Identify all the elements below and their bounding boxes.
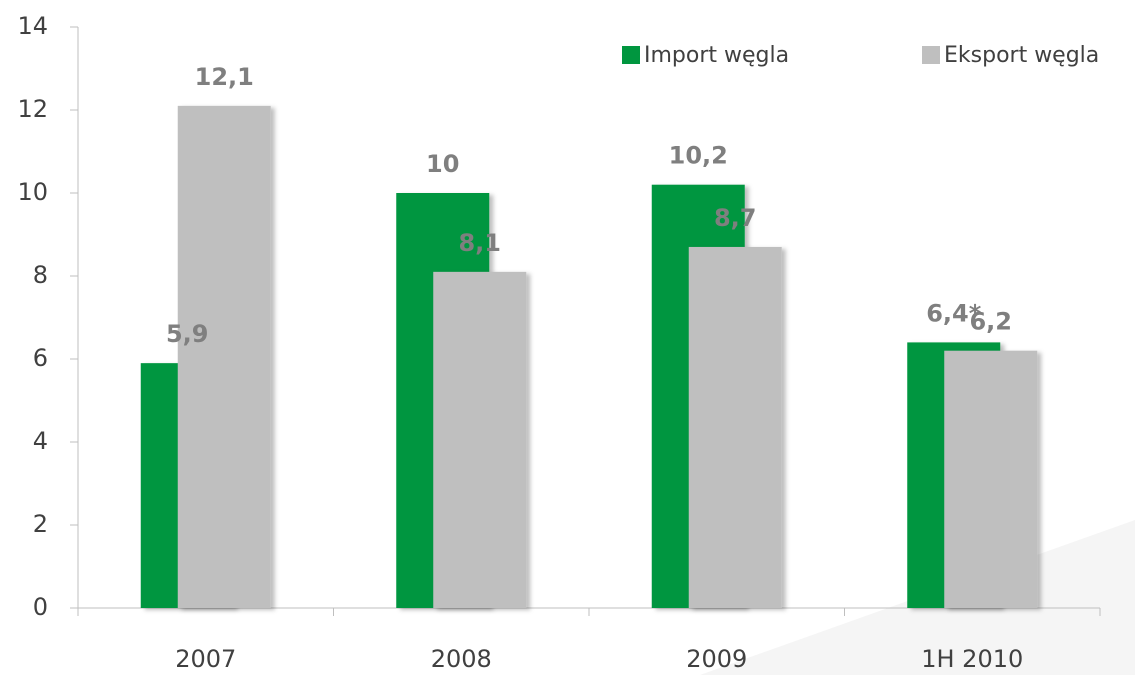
value-label: 10 [426, 150, 459, 178]
value-label: 5,9 [166, 320, 209, 348]
legend-label: Import węgla [644, 43, 789, 68]
x-tick-label: 2007 [175, 645, 236, 673]
y-tick-label: 6 [33, 344, 48, 372]
value-label: 8,1 [458, 229, 501, 257]
x-tick-label: 1H 2010 [921, 645, 1023, 673]
value-label: 6,2 [969, 308, 1012, 336]
legend-swatch [922, 46, 940, 64]
x-tick-label: 2009 [686, 645, 747, 673]
value-label: 12,1 [195, 63, 254, 91]
y-tick-label: 14 [17, 12, 48, 40]
bar [688, 246, 782, 608]
y-tick-label: 4 [33, 427, 48, 455]
y-tick-label: 0 [33, 593, 48, 621]
y-tick-label: 12 [17, 95, 48, 123]
value-label: 8,7 [714, 204, 757, 232]
value-label: 6,4* [926, 299, 982, 327]
x-tick-label: 2008 [431, 645, 492, 673]
legend-swatch [622, 46, 640, 64]
bar [433, 271, 527, 608]
y-tick-label: 8 [33, 261, 48, 289]
bar [944, 350, 1038, 608]
y-tick-label: 2 [33, 510, 48, 538]
legend-label: Eksport węgla [944, 43, 1099, 68]
value-label: 10,2 [669, 142, 728, 170]
y-tick-label: 10 [17, 178, 48, 206]
bar [177, 105, 271, 608]
